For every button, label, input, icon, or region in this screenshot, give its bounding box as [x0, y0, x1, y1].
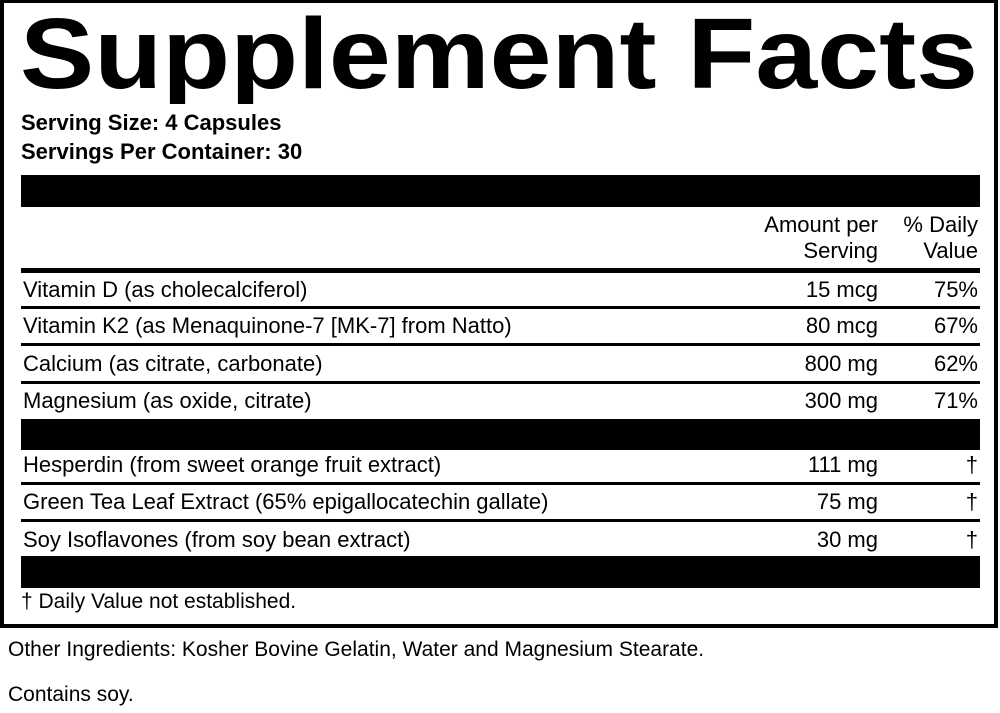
nutrient-dv: 67%	[933, 313, 978, 338]
header-amount-line1: Amount per	[764, 212, 878, 237]
nutrient-amount: 80 mcg	[805, 313, 878, 338]
panel-title-text: Supplement Facts	[20, 4, 978, 104]
ingredient-amount: 111 mg	[807, 452, 878, 477]
divider-bar	[21, 175, 980, 207]
ingredient-dv: †	[965, 527, 978, 552]
ingredient-name: Green Tea Leaf Extract (65% epigallocate…	[23, 489, 549, 514]
nutrient-amount: 300 mg	[804, 388, 878, 413]
row-rule	[21, 306, 980, 309]
ingredient-row: Soy Isoflavones (from soy bean extract) 3…	[21, 525, 980, 555]
divider-bar	[21, 419, 980, 450]
nutrient-dv: 75%	[933, 277, 978, 302]
other-ingredients: Other Ingredients: Kosher Bovine Gelatin…	[8, 638, 705, 661]
ingredient-row: Hesperdin (from sweet orange fruit extra…	[21, 450, 980, 480]
nutrient-amount: 15 mcg	[805, 277, 878, 302]
divider-bar	[21, 556, 980, 588]
header-rule	[21, 268, 980, 273]
header-amount-per-serving: Amount per Serving	[764, 212, 878, 264]
ingredient-amount: 30 mg	[816, 527, 878, 552]
ingredient-name: Hesperdin (from sweet orange fruit extra…	[23, 452, 442, 477]
nutrient-row: Vitamin D (as cholecalciferol) 15 mcg 75%	[21, 275, 980, 305]
nutrient-name: Calcium (as citrate, carbonate)	[23, 351, 323, 376]
nutrient-dv: 71%	[933, 388, 978, 413]
ingredient-dv: †	[965, 489, 978, 514]
nutrient-name: Magnesium (as oxide, citrate)	[23, 388, 312, 413]
row-rule	[21, 343, 980, 346]
panel-title: Supplement Facts	[20, 4, 978, 104]
row-rule	[21, 519, 980, 522]
supplement-facts-panel	[0, 0, 998, 628]
ingredient-name: Soy Isoflavones (from soy bean extract)	[23, 527, 411, 552]
ingredient-dv: †	[965, 452, 978, 477]
footnote: † Daily Value not established.	[21, 590, 297, 613]
nutrient-name: Vitamin K2 (as Menaquinone-7 [MK-7] from…	[23, 313, 512, 338]
serving-size: Serving Size: 4 Capsules	[21, 110, 282, 135]
header-dv-line2: Value	[923, 238, 978, 263]
nutrient-row: Vitamin K2 (as Menaquinone-7 [MK-7] from…	[21, 311, 980, 341]
nutrient-amount: 800 mg	[804, 351, 878, 376]
header-amount-line2: Serving	[803, 238, 878, 263]
ingredient-amount: 75 mg	[816, 489, 878, 514]
nutrient-row: Magnesium (as oxide, citrate) 300 mg 71%	[21, 386, 980, 416]
nutrient-dv: 62%	[933, 351, 978, 376]
row-rule	[21, 381, 980, 384]
header-daily-value: % Daily Value	[903, 212, 978, 264]
allergen-statement: Contains soy.	[8, 683, 134, 706]
nutrient-row: Calcium (as citrate, carbonate) 800 mg 62%	[21, 349, 980, 379]
nutrient-name: Vitamin D (as cholecalciferol)	[23, 277, 308, 302]
ingredient-row: Green Tea Leaf Extract (65% epigallocate…	[21, 487, 980, 517]
servings-per-container: Servings Per Container: 30	[21, 139, 303, 164]
header-dv-line1: % Daily	[903, 212, 978, 237]
row-rule	[21, 482, 980, 485]
